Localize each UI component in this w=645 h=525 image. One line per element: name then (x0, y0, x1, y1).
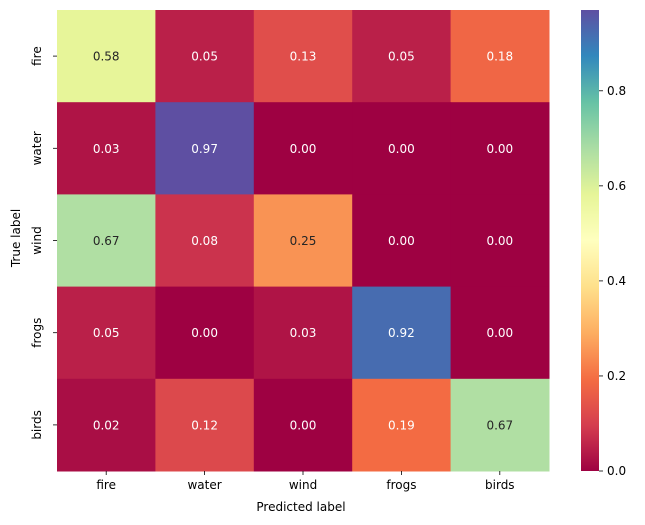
heatmap-cells (57, 10, 550, 472)
x-axis-ticks: fire water wind frogs birds (96, 471, 515, 492)
heatmap-cell-frogs-wind (253, 286, 353, 380)
x-tick-label: fire (96, 478, 116, 492)
heatmap-cell-frogs-water (155, 286, 255, 380)
heatmap-cell-birds-fire (57, 378, 156, 472)
x-tick-label: frogs (386, 478, 416, 492)
colorbar-ticks: 0.0 0.2 0.4 0.6 0.8 (599, 84, 626, 478)
cell-value-label: 0.05 (388, 50, 415, 64)
cell-value-label: 0.08 (191, 234, 218, 248)
heatmap-cell-birds-wind (253, 378, 353, 472)
heatmap-cell-water-fire (57, 102, 156, 195)
heatmap-cell-wind-frogs (352, 194, 452, 288)
cell-value-label: 0.00 (486, 142, 513, 156)
heatmap-cell-birds-water (155, 378, 255, 472)
cell-value-label: 0.02 (93, 418, 120, 432)
x-tick-label: wind (289, 478, 317, 492)
cell-value-label: 0.03 (93, 142, 120, 156)
cell-value-label: 0.00 (486, 326, 513, 340)
cell-value-label: 0.97 (191, 142, 218, 156)
heatmap-cell-water-frogs (352, 102, 452, 195)
x-tick-label: birds (485, 478, 515, 492)
cell-value-label: 0.19 (388, 418, 415, 432)
x-axis-title: Predicted label (256, 500, 345, 514)
heatmap-cell-fire-fire (57, 10, 156, 103)
heatmap-cell-frogs-birds (450, 286, 550, 380)
cell-value-label: 0.67 (486, 418, 513, 432)
cell-value-label: 0.00 (290, 142, 317, 156)
heatmap-cell-frogs-frogs (352, 286, 452, 380)
colorbar-tick-label: 0.0 (607, 464, 626, 478)
y-tick-label: birds (30, 410, 44, 440)
cell-value-label: 0.00 (486, 234, 513, 248)
cell-value-label: 0.92 (388, 326, 415, 340)
heatmap-cell-frogs-fire (57, 286, 156, 380)
cell-value-label: 0.00 (191, 326, 218, 340)
heatmap-cell-fire-frogs (352, 10, 452, 103)
heatmap-cell-birds-frogs (352, 378, 452, 472)
cell-value-label: 0.25 (290, 234, 317, 248)
heatmap-cell-birds-birds (450, 378, 550, 472)
heatmap-cell-wind-water (155, 194, 255, 288)
cell-value-label: 0.00 (290, 418, 317, 432)
colorbar-tick-label: 0.8 (607, 84, 626, 98)
y-tick-label: fire (30, 46, 44, 66)
cell-value-label: 0.05 (93, 326, 120, 340)
heatmap-cell-fire-wind (253, 10, 353, 103)
heatmap-cell-wind-wind (253, 194, 353, 288)
cell-value-label: 0.13 (290, 50, 317, 64)
heatmap-cell-water-birds (450, 102, 550, 195)
colorbar (581, 10, 599, 471)
heatmap-cell-fire-birds (450, 10, 550, 103)
cell-value-label: 0.58 (93, 50, 120, 64)
colorbar-tick-label: 0.2 (607, 369, 626, 383)
cell-value-label: 0.00 (388, 234, 415, 248)
heatmap-cell-wind-fire (57, 194, 156, 288)
y-axis-ticks: fire water wind frogs birds (30, 46, 57, 440)
y-axis-title: True label (9, 209, 23, 268)
heatmap-cell-labels: 0.58 0.05 0.13 0.05 0.18 0.03 0.97 0.00 0.00 0.00… (93, 50, 513, 433)
cell-value-label: 0.18 (486, 50, 513, 64)
y-tick-label: water (30, 131, 44, 165)
colorbar-tick-label: 0.4 (607, 274, 626, 288)
heatmap-cell-fire-water (155, 10, 255, 103)
heatmap-cell-wind-birds (450, 194, 550, 288)
heatmap-cell-water-wind (253, 102, 353, 195)
cell-value-label: 0.12 (191, 418, 218, 432)
y-tick-label: frogs (30, 318, 44, 348)
colorbar-tick-label: 0.6 (607, 179, 626, 193)
x-tick-label: water (187, 478, 221, 492)
cell-value-label: 0.00 (388, 142, 415, 156)
cell-value-label: 0.05 (191, 50, 218, 64)
cell-value-label: 0.03 (290, 326, 317, 340)
cell-value-label: 0.67 (93, 234, 120, 248)
y-tick-label: wind (30, 226, 44, 254)
heatmap-cell-water-water (155, 102, 255, 195)
